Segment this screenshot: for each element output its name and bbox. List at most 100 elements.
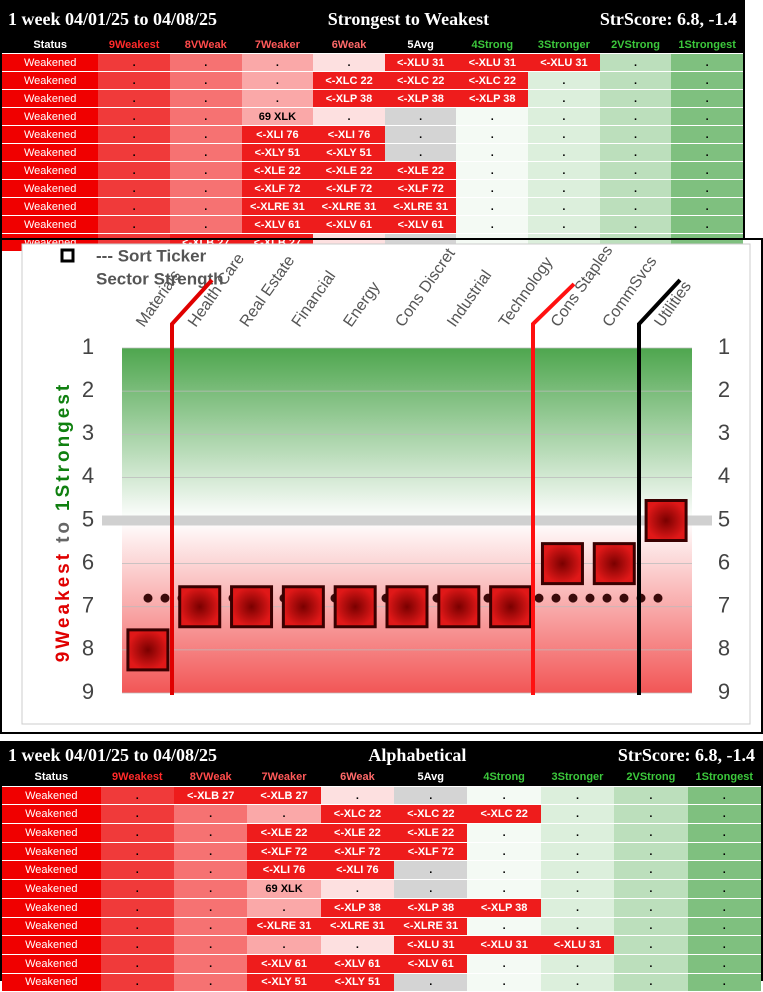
status-cell: Weakened: [2, 898, 101, 918]
table-title: Strongest to Weakest: [327, 8, 490, 29]
y-tick-label: 3: [718, 420, 730, 445]
cell: .: [169, 125, 242, 144]
cell: .: [528, 161, 600, 180]
cell: .: [98, 53, 170, 72]
cell: <-XLRE 31: [247, 917, 321, 937]
column-header: Status: [2, 36, 99, 54]
cell: .: [100, 860, 175, 881]
table-row: Weakened.. <-XLE 22 <-XLE 22 <-XLE 22....: [2, 161, 743, 180]
cell: .: [687, 786, 761, 806]
cell: <-XLP 38: [320, 898, 395, 918]
cell: .: [599, 215, 672, 234]
sector-marker: [281, 585, 325, 629]
cell: .: [528, 107, 600, 126]
cell: .: [467, 954, 541, 974]
cell: .: [394, 860, 468, 881]
cell: <-XLRE 31: [241, 197, 314, 216]
cell: .: [174, 973, 248, 992]
cell: .: [456, 215, 529, 234]
cell: .: [528, 197, 600, 216]
cell: .: [313, 53, 385, 72]
cell: .: [98, 71, 170, 90]
cell: .: [394, 786, 468, 806]
cell: <-XLV 61: [384, 215, 457, 234]
table-row: Weakened... <-XLP 38 <-XLP 38 <-XLP 38...: [2, 898, 761, 918]
status-cell: Weakened: [2, 823, 101, 843]
cell: .: [169, 179, 242, 198]
cell: .: [456, 143, 529, 162]
cell: .: [687, 804, 761, 825]
alphabetical-table: 1 week 04/01/25 to 04/08/25 Alphabetical…: [0, 741, 763, 992]
cell: .: [394, 973, 468, 992]
cell: .: [100, 842, 175, 862]
sector-marker: [178, 585, 222, 629]
column-header: 4Strong: [467, 768, 541, 787]
cell: .: [614, 898, 688, 918]
cell: <-XLE 22: [320, 823, 395, 843]
table-row: Weakened.... <-XLU 31 <-XLU 31 <-XLU 31..: [2, 53, 743, 72]
cell: <-XLF 72: [247, 842, 321, 862]
y-tick-label: 1: [82, 334, 94, 359]
table-title-bar: 1 week 04/01/25 to 04/08/25 Alphabetical…: [2, 743, 761, 768]
table-row: Weakened.. <-XLI 76 <-XLI 76.....: [2, 125, 743, 144]
table: Status 9Weakest 8VWeak 7Weaker 6Weak 5Avg 4Str…: [2, 36, 743, 252]
cell: .: [614, 823, 688, 843]
table-row: Weakened.. <-XLY 51 <-XLY 51.....: [2, 973, 761, 992]
sector-marker: [126, 628, 170, 672]
cell: <-XLF 72: [241, 179, 314, 198]
cell: <-XLV 61: [247, 954, 321, 974]
cell: <-XLU 31: [540, 935, 615, 955]
cell: .: [98, 197, 170, 216]
column-header: 1Strongest: [687, 768, 761, 787]
y-tick-label: 4: [718, 463, 730, 488]
y-tick-label: 2: [82, 377, 94, 402]
cell: .: [540, 898, 615, 918]
cell: .: [456, 179, 529, 198]
cell: <-XLC 22: [384, 71, 457, 90]
status-cell: Weakened: [2, 804, 101, 825]
cell: <-XLI 76: [313, 125, 385, 144]
sector-marker: [540, 542, 584, 586]
y-tick-label: 6: [718, 549, 730, 574]
cell: <-XLB 27: [247, 786, 321, 806]
cell: .: [614, 786, 688, 806]
y-tick-label: 7: [82, 593, 94, 618]
cell: .: [614, 935, 688, 955]
period: 1 week 04/01/25 to 04/08/25: [8, 8, 217, 29]
cell: .: [599, 89, 672, 108]
sector-marker: [333, 585, 377, 629]
cell: .: [614, 842, 688, 862]
column-header: 5Avg: [384, 36, 457, 54]
y-tick-label: 5: [718, 506, 730, 531]
table-row: Weakened.... <-XLU 31 <-XLU 31 <-XLU 31..: [2, 935, 761, 955]
cell: .: [174, 879, 248, 899]
table-row: Weakened.. <-XLY 51 <-XLY 51.....: [2, 143, 743, 162]
cell: <-XLRE 31: [320, 917, 395, 937]
y-tick-label: 8: [82, 636, 94, 661]
cell: <-XLC 22: [394, 804, 468, 825]
sort-marker: [637, 278, 682, 695]
cell: .: [599, 107, 672, 126]
cell: .: [614, 973, 688, 992]
column-header: 3Stronger: [540, 768, 615, 787]
legend-icon: [60, 248, 75, 263]
cell: <-XLY 51: [320, 973, 395, 992]
table-row: Weakened.. <-XLRE 31 <-XLRE 31 <-XLRE 31...…: [2, 197, 743, 216]
cell: <-XLV 61: [241, 215, 314, 234]
cell: .: [456, 161, 529, 180]
status-cell: Weakened: [2, 107, 99, 126]
cell: .: [687, 954, 761, 974]
cell: .: [174, 804, 248, 825]
cell: <-XLRE 31: [313, 197, 385, 216]
cell: .: [241, 89, 314, 108]
cell: .: [320, 786, 395, 806]
table-title-bar: 1 week 04/01/25 to 04/08/25 Strongest to…: [2, 2, 743, 36]
y-tick-label: 1: [718, 334, 730, 359]
column-header: 7Weaker: [241, 36, 314, 54]
status-cell: Weakened: [2, 842, 101, 862]
cell: <-XLB 27: [174, 786, 248, 806]
cell: .: [599, 197, 672, 216]
cell: .: [614, 917, 688, 937]
cell: <-XLU 31: [384, 53, 457, 72]
